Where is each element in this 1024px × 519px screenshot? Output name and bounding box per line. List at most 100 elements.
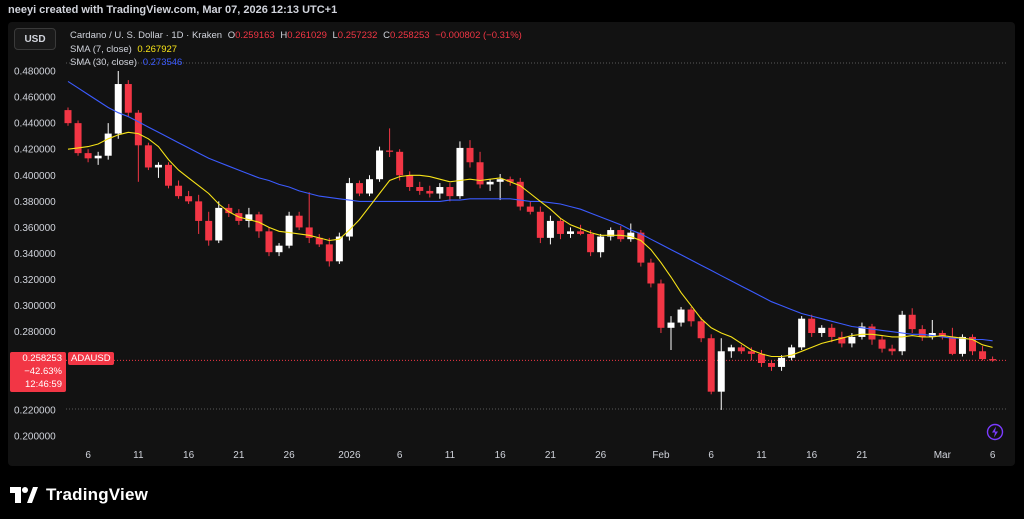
candle — [697, 317, 705, 343]
candle — [366, 175, 373, 197]
candle-body — [305, 227, 313, 238]
candle-body — [687, 309, 695, 322]
candle-body — [607, 230, 615, 237]
price-chart[interactable]: 0.480000 0.460000 0.440000 0.420000 0.400000… — [8, 22, 1015, 466]
candle — [476, 151, 484, 189]
candle — [778, 355, 786, 371]
footer-branding: TradingView — [10, 484, 148, 506]
candle-body — [114, 84, 122, 134]
candle — [938, 330, 946, 340]
candle-body — [64, 110, 72, 124]
candle-body — [908, 314, 916, 330]
candle-body — [768, 363, 775, 367]
candle-body — [526, 206, 534, 212]
candle — [577, 224, 585, 236]
x-tick-label: 11 — [133, 450, 144, 461]
x-tick-label: Mar — [934, 450, 952, 461]
sma30-row[interactable]: SMA (30, close) 0.273546 — [70, 56, 522, 70]
candle — [436, 183, 444, 199]
y-tick-label: 0.200000 — [14, 432, 56, 443]
candle — [768, 360, 775, 371]
change-value: −0.000802 (−0.31%) — [435, 30, 522, 41]
sma30-value: 0.273546 — [142, 57, 183, 68]
lightning-icon[interactable] — [986, 423, 1004, 441]
candle-body — [778, 357, 786, 367]
candle — [878, 335, 886, 353]
candle — [376, 146, 384, 182]
candle-body — [587, 233, 595, 253]
sma7-row[interactable]: SMA (7, close) 0.267927 — [70, 43, 522, 57]
x-tick-label: Feb — [652, 450, 670, 461]
y-tick-label: 0.320000 — [14, 275, 56, 286]
candle-body — [858, 326, 866, 337]
candle-body — [476, 162, 484, 185]
candle-body — [225, 207, 233, 214]
sma7-value: 0.267927 — [137, 43, 178, 55]
candle-body — [979, 351, 987, 360]
candle-body — [536, 211, 544, 238]
candle — [969, 334, 976, 356]
sma7-line — [67, 131, 993, 358]
candle — [587, 230, 595, 257]
y-tick-label: 0.280000 — [14, 327, 56, 338]
candle-body — [516, 181, 524, 207]
candle-body — [737, 347, 745, 352]
candle-body — [245, 214, 253, 221]
candle-body — [275, 245, 283, 253]
candle-body — [808, 318, 816, 334]
candle-body — [255, 214, 263, 232]
candle — [707, 334, 715, 395]
x-tick-label: 21 — [856, 450, 868, 461]
candle-body — [838, 336, 846, 344]
candle-body — [396, 151, 404, 176]
currency-unit-button[interactable]: USD — [14, 28, 56, 50]
candle — [295, 211, 303, 231]
candle — [446, 183, 454, 202]
candle — [265, 227, 273, 257]
ohlc-row: Cardano / U. S. Dollar · 1D · Kraken O0.… — [70, 29, 522, 43]
candle — [94, 151, 102, 165]
candle — [858, 322, 866, 340]
x-tick-label: 6 — [708, 450, 714, 461]
percent-change: −42.63% — [24, 366, 62, 377]
x-tick-label: 6 — [85, 450, 91, 461]
symbol-title[interactable]: Cardano / U. S. Dollar · 1D · Kraken — [70, 30, 223, 41]
candle — [396, 149, 404, 181]
candle-body — [918, 329, 926, 337]
candle-body — [74, 123, 82, 154]
candle — [325, 237, 333, 267]
candle-body — [406, 175, 414, 188]
sma30-line — [67, 80, 993, 342]
candle — [486, 179, 494, 191]
candle-body — [376, 150, 384, 180]
candle-body — [788, 347, 796, 358]
candle-body — [798, 318, 806, 348]
candle-body — [757, 353, 765, 363]
candle-body — [436, 187, 444, 194]
candle-body — [506, 179, 514, 182]
candle — [546, 215, 554, 245]
x-tick-label: 11 — [445, 450, 456, 461]
candle-body — [335, 236, 343, 262]
candle-body — [747, 351, 755, 354]
candle — [627, 223, 635, 242]
candle — [165, 162, 172, 189]
current-price: 0.258253 — [22, 353, 62, 364]
candle — [175, 180, 183, 199]
candle-body — [989, 359, 997, 361]
high-value: 0.261029 — [287, 30, 327, 41]
x-tick-label: 16 — [495, 450, 507, 461]
candle — [516, 177, 524, 211]
candle-body — [134, 112, 142, 146]
candle-body — [426, 190, 434, 194]
candle — [84, 149, 92, 163]
candle — [386, 128, 394, 158]
bar-countdown: 12:46:59 — [25, 379, 62, 390]
candle-body — [84, 153, 92, 159]
candle — [647, 258, 655, 288]
chart-panel[interactable]: 0.480000 0.460000 0.440000 0.420000 0.400000… — [8, 22, 1015, 466]
candle — [727, 344, 735, 358]
candle — [928, 319, 936, 340]
sma7-label: SMA (7, close) — [70, 43, 132, 55]
tradingview-logo-icon — [10, 487, 38, 503]
